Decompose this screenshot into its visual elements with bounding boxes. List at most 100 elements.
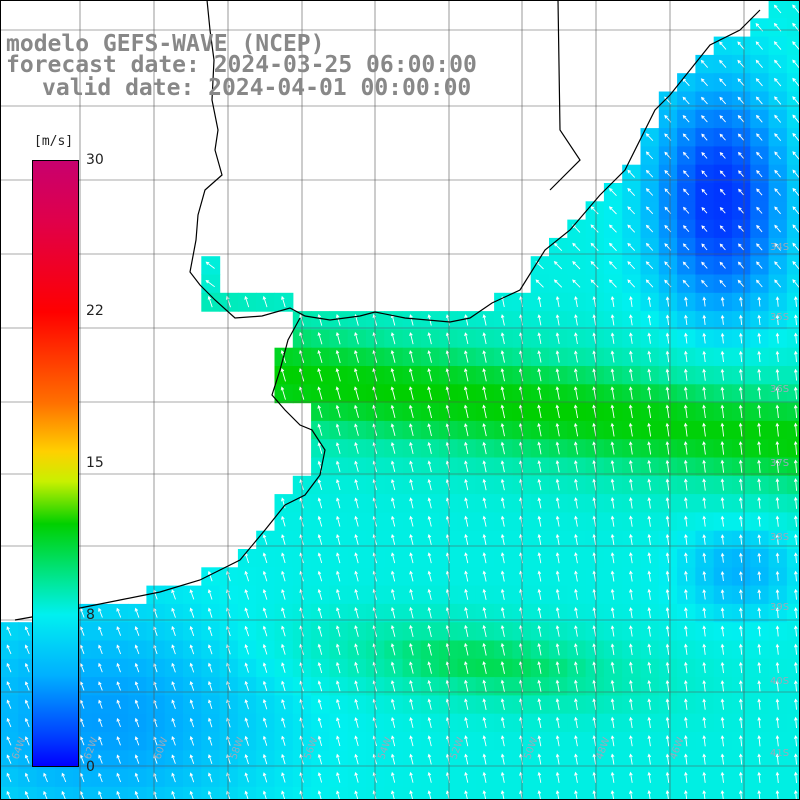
wind-arrow-678 — [793, 607, 798, 619]
wind-arrow-461 — [482, 497, 487, 509]
wind-arrow-55 — [774, 151, 781, 160]
wind-arrow-540 — [281, 552, 286, 564]
wind-arrow-548 — [427, 552, 432, 564]
wind-arrow-473 — [702, 497, 706, 509]
wind-arrow-319 — [408, 404, 414, 419]
wind-arrow-1023 — [665, 753, 670, 765]
wind-arrow-394 — [793, 440, 798, 455]
wind-arrow-231 — [354, 350, 359, 363]
wind-arrow-221 — [702, 332, 707, 344]
wind-arrow-33 — [701, 115, 708, 123]
wind-arrow-1032 — [24, 772, 30, 783]
wind-arrow-914 — [281, 717, 286, 728]
wind-arrow-475 — [738, 496, 743, 509]
wind-arrow-216 — [610, 332, 615, 344]
wind-arrow-981 — [702, 735, 707, 747]
wind-arrow-977 — [629, 735, 633, 747]
wind-arrow-242 — [555, 350, 560, 363]
wind-arrow-76 — [774, 188, 781, 196]
wind-arrow-605 — [207, 589, 213, 600]
wind-arrow-331 — [628, 404, 633, 419]
wind-arrow-323 — [482, 404, 487, 419]
wind-arrow-103 — [553, 242, 563, 252]
wind-arrow-162 — [647, 296, 652, 307]
wind-arrow-374 — [427, 441, 432, 455]
wind-arrow-304 — [628, 386, 633, 400]
wind-arrow-445 — [720, 478, 725, 491]
wind-arrow-988 — [24, 754, 30, 764]
wind-arrow-665 — [555, 606, 560, 619]
wind-arrow-241 — [537, 350, 542, 363]
wind-arrow-938 — [720, 716, 725, 729]
wind-arrow-156 — [537, 296, 542, 308]
wind-arrow-410 — [592, 459, 597, 473]
wind-arrow-985 — [775, 735, 780, 747]
wind-arrow-777 — [189, 662, 195, 673]
wind-arrow-688 — [171, 625, 176, 637]
title-model: modelo GEFS-WAVE (NCEP) — [6, 31, 325, 57]
wind-arrow-672 — [684, 607, 688, 619]
wind-arrow-520 — [482, 533, 487, 545]
wind-arrow-926 — [500, 716, 505, 729]
wind-arrow-1033 — [43, 772, 48, 783]
wind-arrow-224 — [757, 332, 761, 344]
wind-arrow-1048 — [317, 772, 323, 783]
wind-arrow-922 — [427, 716, 432, 729]
wind-arrow-641 — [116, 607, 122, 618]
wind-arrow-133 — [205, 279, 215, 288]
wind-arrow-22 — [792, 77, 800, 87]
wind-arrow-337 — [738, 404, 743, 419]
wind-arrow-299 — [537, 386, 542, 400]
wind-cell-1113 — [695, 786, 715, 800]
wind-arrow-909 — [189, 717, 195, 728]
wind-arrow-116 — [792, 242, 800, 251]
wind-arrow-667 — [592, 606, 597, 619]
wind-arrow-920 — [390, 716, 396, 728]
wind-arrow-657 — [409, 606, 414, 619]
wind-arrow-61 — [701, 170, 708, 178]
title-forecast-date: forecast date: 2024-03-25 06:00:00 — [6, 52, 477, 78]
wind-arrow-1063 — [592, 771, 597, 783]
wind-arrow-1061 — [555, 771, 560, 783]
wind-arrow-495 — [574, 515, 578, 527]
wind-arrow-529 — [647, 533, 652, 545]
wind-arrow-916 — [317, 717, 323, 728]
wind-arrow-749 — [482, 642, 487, 656]
wind-arrow-896 — [757, 698, 761, 710]
wind-arrow-609 — [281, 588, 286, 600]
wind-arrow-1021 — [629, 753, 633, 765]
wind-arrow-533 — [720, 534, 725, 545]
wind-arrow-584 — [482, 570, 487, 582]
wind-arrow-123 — [627, 261, 636, 270]
wind-arrow-713 — [629, 625, 633, 637]
wind-arrow-438 — [592, 478, 597, 491]
lat-label-1: 35S — [770, 312, 789, 323]
lat-label-6: 40S — [770, 676, 789, 687]
wind-arrow-324 — [500, 404, 506, 419]
wind-arrow-57 — [627, 169, 636, 178]
wind-arrow-1062 — [574, 771, 578, 783]
wind-arrow-1027 — [738, 753, 743, 765]
wind-cell-449 — [786, 475, 800, 495]
wind-arrow-91 — [590, 224, 599, 233]
wind-arrow-526 — [592, 533, 597, 545]
wind-arrow-1 — [792, 4, 800, 14]
wind-arrow-54 — [756, 151, 763, 159]
wind-arrow-420 — [775, 459, 780, 473]
wind-arrow-377 — [482, 441, 487, 455]
wind-arrow-278 — [683, 368, 688, 381]
wind-arrow-666 — [574, 606, 578, 619]
wind-arrow-878 — [427, 698, 432, 710]
wind-arrow-832 — [390, 680, 396, 692]
wind-arrow-935 — [665, 716, 670, 729]
wind-arrow-704 — [464, 624, 469, 637]
wind-arrow-71 — [682, 188, 690, 196]
wind-arrow-19 — [737, 78, 745, 87]
wind-arrow-516 — [409, 533, 414, 545]
wind-arrow-661 — [482, 606, 487, 619]
wind-arrow-1019 — [592, 753, 597, 765]
wind-arrow-668 — [610, 607, 615, 619]
wind-cell-568 — [786, 549, 800, 568]
wind-arrow-201 — [335, 332, 341, 345]
wind-arrow-182 — [500, 314, 505, 326]
